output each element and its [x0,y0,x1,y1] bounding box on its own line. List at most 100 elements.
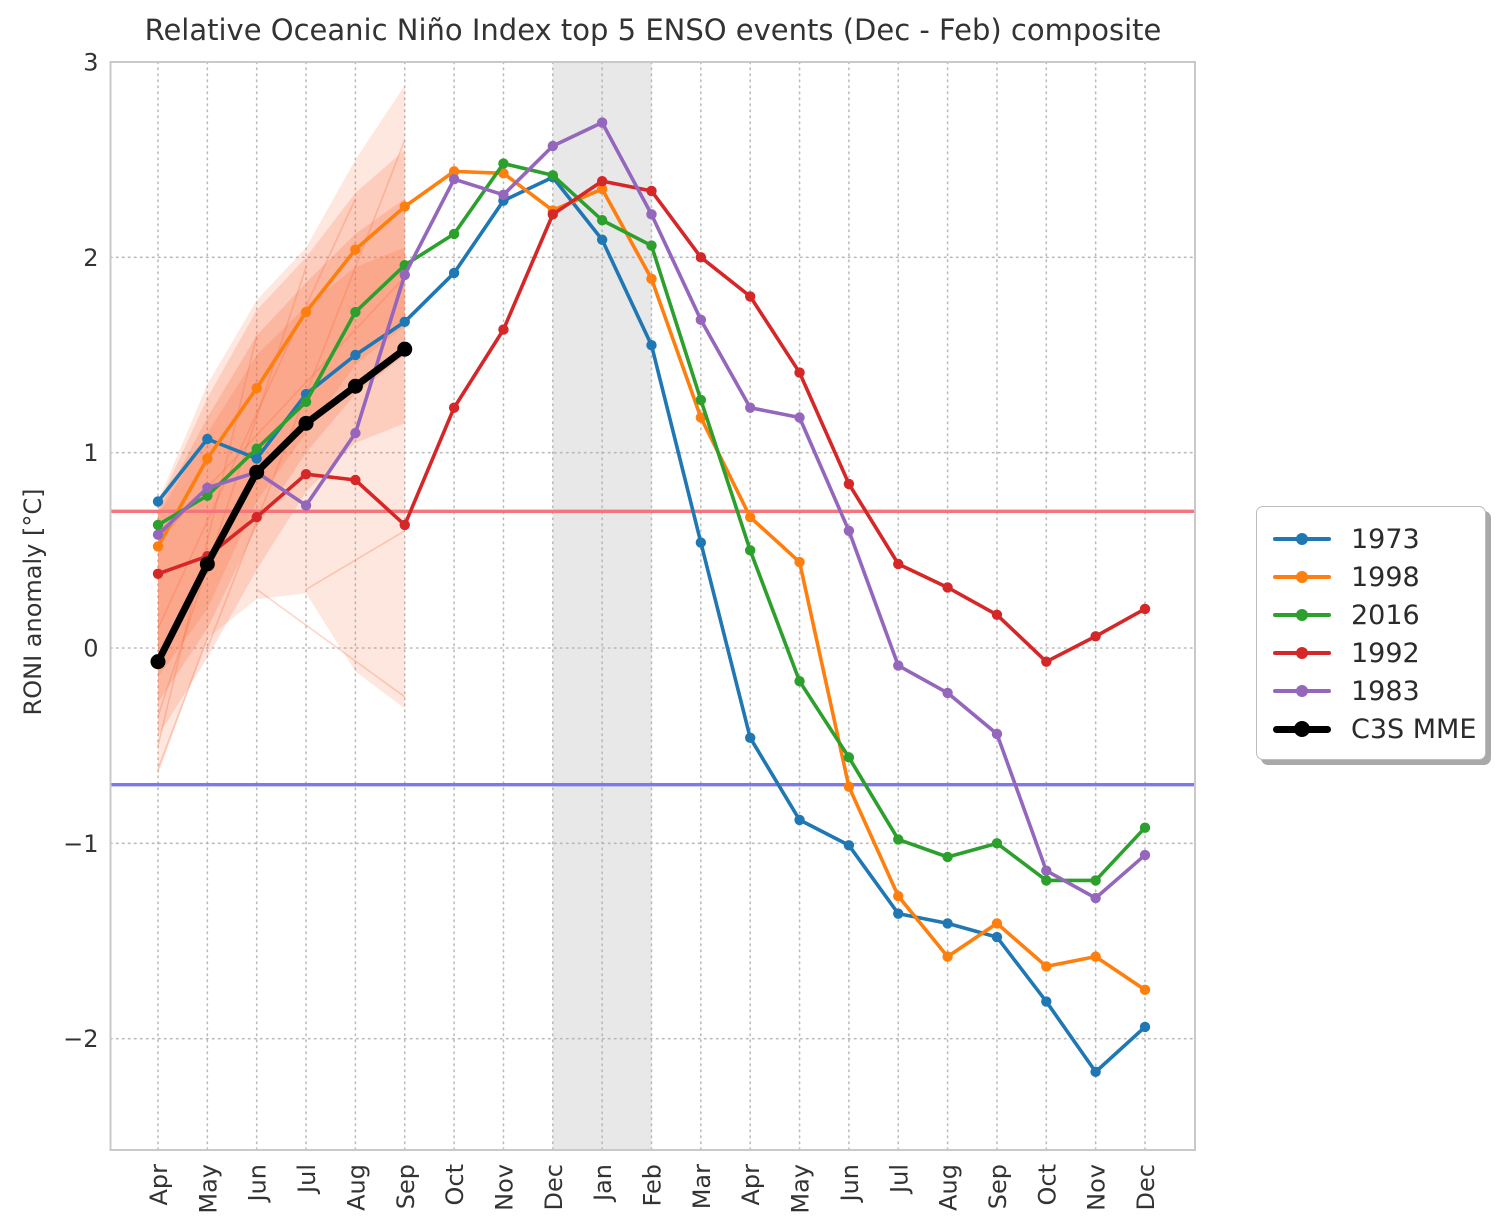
series-marker-1973 [596,234,608,245]
legend-swatch-1983 [1273,672,1331,710]
series-marker-1973 [399,316,410,327]
x-tick-label: Jan [589,1164,617,1203]
series-marker-1992 [646,185,657,197]
series-marker-1992 [498,324,509,335]
x-tick-label: Jul [885,1164,913,1195]
series-marker-2016 [745,545,756,556]
series-marker-2016 [251,443,262,454]
legend-item-1992: 1992 [1273,634,1469,672]
series-marker-1992 [399,519,410,531]
ensemble-fan-layer [158,247,405,678]
legend-label: 2016 [1351,599,1420,631]
series-marker-1983 [942,687,953,699]
x-tick-label: Aug [935,1164,963,1211]
series-marker-1983 [893,660,904,671]
series-marker-1992 [843,478,855,490]
axes-border [109,61,1196,1151]
series-marker-2016 [991,838,1003,849]
series-marker-1973 [893,908,904,919]
series-marker-1983 [202,482,213,494]
ensemble-fan-streak [305,530,406,591]
x-tick-label: May [787,1164,815,1214]
series-marker-2016 [498,158,509,169]
series-marker-1998 [843,781,855,792]
series-marker-c3s-mme [397,341,413,357]
series-marker-1983 [695,314,707,326]
legend-label: 1983 [1351,675,1420,707]
series-marker-2016 [1090,875,1101,886]
series-marker-c3s-mme [150,654,166,670]
series-marker-2016 [646,240,657,251]
series-marker-1998 [794,556,805,568]
legend-item-1973: 1973 [1273,520,1469,558]
series-marker-1998 [251,383,262,394]
series-marker-1983 [596,117,608,128]
series-marker-1973 [695,537,707,548]
x-tick-label: Apr [145,1164,173,1206]
series-marker-1983 [843,525,855,536]
x-tick-label: Nov [1083,1164,1111,1211]
series-marker-2016 [152,519,164,531]
series-marker-2016 [942,851,953,863]
series-marker-1983 [547,140,558,152]
ensemble-fan-streak [157,198,357,629]
x-tick-label: Apr [737,1164,765,1206]
series-marker-1992 [991,609,1003,620]
series-marker-1983 [794,412,805,423]
series-marker-1992 [251,511,262,523]
legend-label: C3S MME [1351,713,1477,745]
series-marker-1992 [1041,656,1052,667]
series-marker-1973 [991,931,1003,943]
x-tick-label: Sep [984,1164,1012,1209]
x-tick-label: Feb [639,1164,667,1207]
series-marker-1998 [399,201,410,212]
series-marker-1992 [596,175,608,187]
series-marker-1998 [1090,951,1101,962]
series-marker-2016 [893,834,904,845]
x-tick-label: Jun [244,1164,272,1204]
legend-item-2016: 2016 [1273,596,1469,634]
ensemble-fan-streak [157,335,258,746]
series-marker-2016 [350,306,361,318]
series-marker-1983 [646,209,657,220]
y-tick-label: −2 [63,1025,98,1053]
x-tick-label: Mar [688,1164,716,1209]
x-tick-label: Dec [540,1164,568,1210]
y-tick-label: −1 [63,830,98,858]
series-marker-1992 [350,474,361,486]
series-marker-1998 [596,183,608,195]
series-marker-1973 [152,496,164,507]
series-marker-c3s-mme [347,378,363,394]
series-marker-1998 [646,273,657,285]
series-marker-2016 [202,490,213,501]
series-marker-1983 [1139,849,1151,861]
series-marker-1973 [1139,1021,1151,1033]
series-marker-1992 [547,209,558,220]
series-marker-1992 [448,402,460,413]
series-marker-1998 [448,166,460,177]
x-tick-label: May [194,1164,222,1214]
series-marker-1998 [1139,984,1151,996]
x-tick-label: Oct [441,1164,469,1206]
y-tick-label: 3 [83,49,98,77]
x-tick-label: Jul [293,1164,321,1195]
ensemble-fan-streak [256,588,406,698]
series-marker-1983 [991,728,1003,740]
series-marker-1973 [1090,1066,1101,1078]
chart-title: Relative Oceanic Niño Index top 5 ENSO e… [144,13,1162,47]
series-line-c3s-mme [154,345,409,666]
series-marker-c3s-mme [199,556,215,572]
x-tick-label: Nov [490,1164,518,1211]
legend-swatch-1998 [1273,558,1331,596]
x-tick-label: Dec [1132,1164,1160,1210]
y-tick-label: 1 [83,439,98,467]
series-marker-1998 [745,511,756,523]
series-marker-1998 [695,412,707,423]
series-marker-1973 [350,349,361,361]
series-marker-1973 [942,918,953,929]
series-marker-1998 [152,541,164,552]
series-marker-1998 [300,306,312,318]
y-tick-label: 0 [83,634,98,662]
series-marker-1998 [991,918,1003,929]
series-marker-2016 [300,396,312,408]
